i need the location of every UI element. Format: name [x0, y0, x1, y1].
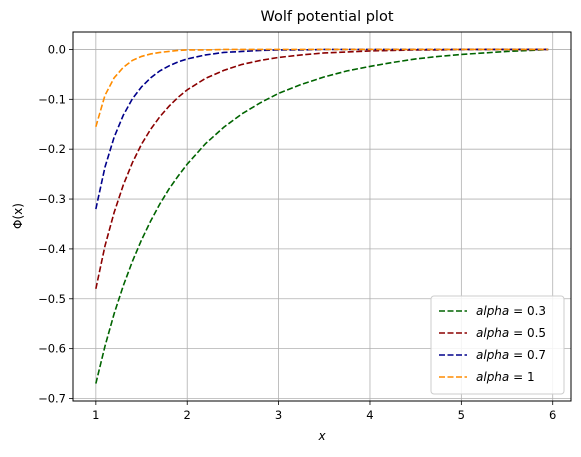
- series-line-alpha-0.5: [95, 48, 549, 289]
- legend-label-prefix: alpha: [476, 370, 509, 384]
- legend-box: [430, 295, 565, 395]
- series-lines: [95, 48, 549, 384]
- y-tick-label: 0.0: [48, 42, 66, 56]
- series-line-alpha-0.7: [95, 48, 549, 210]
- series-line-alpha-1: [95, 48, 549, 127]
- legend-label-equals: =: [509, 370, 527, 384]
- y-tick-label: −0.7: [38, 392, 66, 406]
- legend-label-equals: =: [509, 304, 527, 318]
- legend-label-value: 0.7: [527, 348, 546, 362]
- legend-label: alpha = 0.5: [476, 326, 546, 340]
- legend-label-prefix: alpha: [476, 348, 509, 362]
- x-tick-label: 2: [184, 408, 191, 422]
- legend-label-value: 0.5: [527, 326, 546, 340]
- legend-label-equals: =: [509, 348, 527, 362]
- legend-label-prefix: alpha: [476, 326, 509, 340]
- legend-label: alpha = 0.3: [476, 304, 546, 318]
- y-tick-label: −0.6: [38, 342, 66, 356]
- x-tick-label: 3: [275, 408, 282, 422]
- y-tick-label: −0.3: [38, 192, 66, 206]
- y-axis-label: Φ(x): [11, 203, 25, 229]
- legend-label-value: 1: [527, 370, 535, 384]
- legend-label: alpha = 0.7: [476, 348, 546, 362]
- y-tick-label: −0.4: [38, 242, 66, 256]
- x-axis-label: x: [317, 429, 326, 443]
- legend-label-value: 0.3: [527, 304, 546, 318]
- x-tick-label: 1: [92, 408, 99, 422]
- y-axis-ticks: 0.0 −0.1 −0.2 −0.3 −0.4 −0.5 −0.6 −0.7: [38, 42, 73, 406]
- legend-label-equals: =: [509, 326, 527, 340]
- legend-label: alpha = 1: [476, 370, 535, 384]
- legend-label-prefix: alpha: [476, 304, 509, 318]
- chart-title: Wolf potential plot: [261, 9, 394, 25]
- plot-frame: [72, 31, 572, 402]
- series-line-alpha-0.3: [95, 48, 549, 384]
- x-tick-label: 5: [458, 408, 465, 422]
- x-tick-label: 6: [549, 408, 556, 422]
- x-tick-label: 4: [366, 408, 373, 422]
- x-axis-ticks: 1 2 3 4 5 6: [92, 401, 556, 422]
- y-tick-label: −0.2: [38, 142, 66, 156]
- y-tick-label: −0.5: [38, 292, 66, 306]
- y-tick-label: −0.1: [38, 92, 66, 106]
